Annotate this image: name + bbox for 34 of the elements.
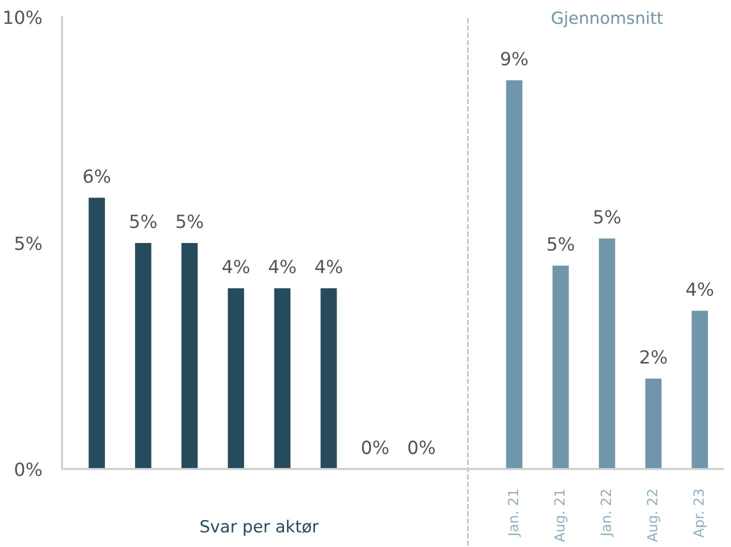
data-label: 4%: [315, 260, 342, 274]
bar: [598, 238, 616, 469]
data-label: 5%: [176, 214, 203, 228]
data-label: 5%: [548, 237, 574, 251]
data-label: 9%: [501, 52, 528, 66]
x-tick-label: Jan. 21: [508, 490, 521, 538]
bar: [88, 198, 105, 469]
bar: [181, 243, 198, 469]
bar: [228, 288, 244, 469]
annotation: Gjennomsnitt: [552, 11, 663, 28]
data-label: 0%: [362, 440, 388, 454]
x-tick-label: Aug. 22: [646, 490, 660, 542]
data-label: 2%: [640, 350, 667, 364]
x-tick-label: Jan. 22: [600, 490, 614, 538]
data-label: 5%: [130, 214, 156, 228]
bar: [320, 288, 337, 469]
data-label: 4%: [686, 282, 714, 296]
x-tick-label: Aug. 21: [554, 490, 568, 542]
x-tick-label: Apr. 23: [693, 490, 707, 538]
data-label: 6%: [84, 169, 110, 183]
data-label: 5%: [594, 210, 620, 224]
data-label: 4%: [268, 260, 296, 274]
bar: [645, 378, 662, 469]
bar: [135, 243, 152, 469]
text: Svar per aktør: [200, 520, 319, 536]
y-tick-label: 5%: [15, 236, 42, 250]
bar: [274, 288, 290, 469]
y-tick-label: 10%: [4, 10, 42, 24]
bar: [552, 266, 569, 469]
y-tick-label: 0%: [15, 462, 42, 476]
data-label: 4%: [222, 260, 250, 274]
bar: [692, 310, 708, 469]
data-label: 0%: [408, 440, 435, 454]
bar: [506, 80, 522, 469]
